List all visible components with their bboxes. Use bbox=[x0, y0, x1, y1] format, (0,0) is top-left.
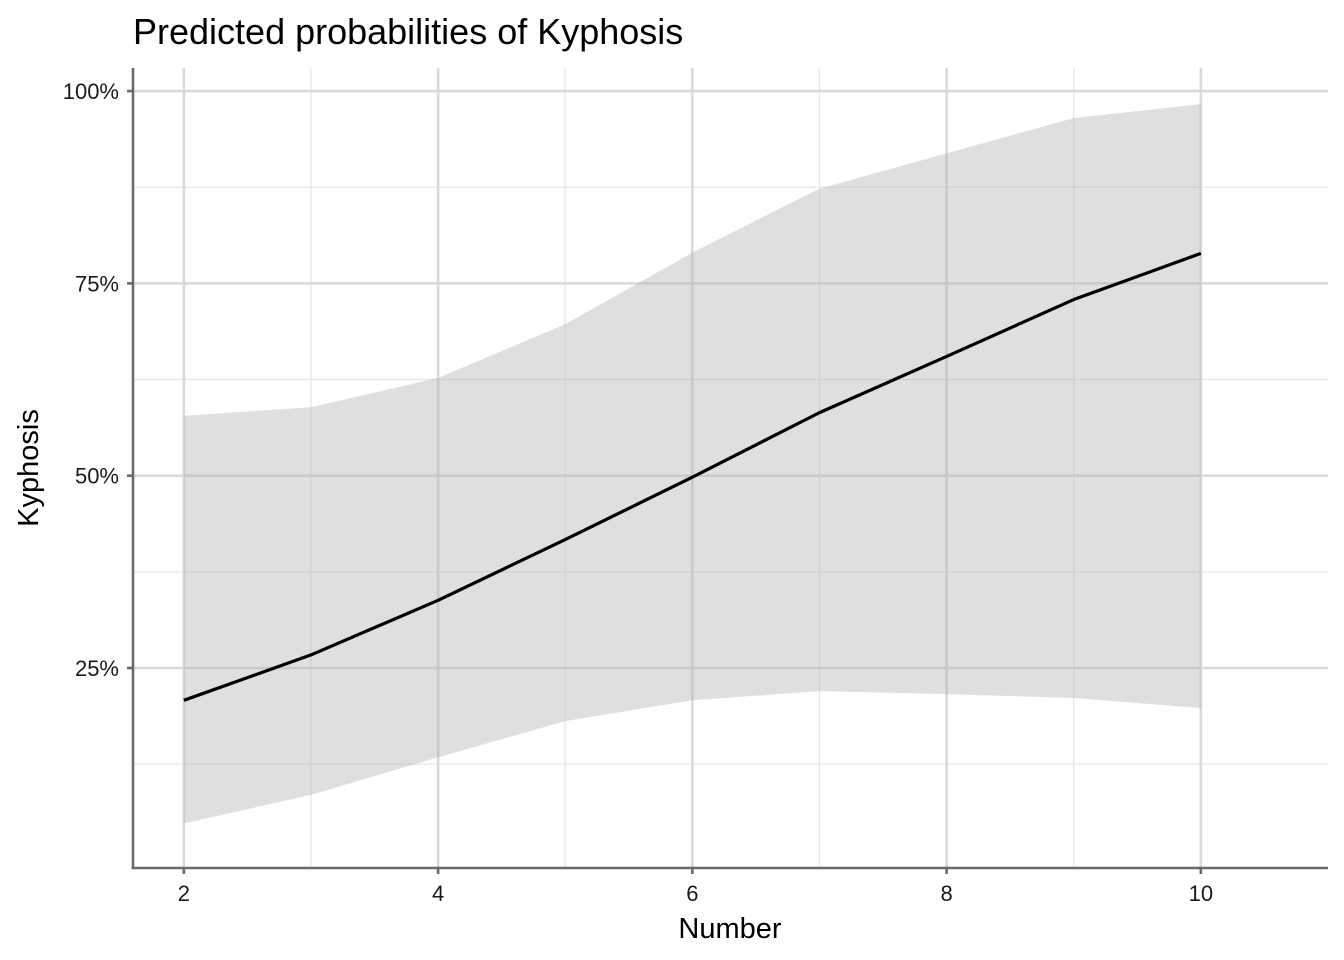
x-tick-label: 10 bbox=[1189, 881, 1213, 906]
y-tick-label: 50% bbox=[75, 464, 119, 489]
grid bbox=[133, 68, 1328, 868]
y-tick-label: 75% bbox=[75, 271, 119, 296]
predicted-probability-line bbox=[183, 251, 1202, 702]
tick-labels: 2 4 6 8 10 25% 50% 75% 100% bbox=[63, 79, 1213, 906]
prediction-line-layer bbox=[183, 251, 1202, 702]
y-tick-label: 25% bbox=[75, 656, 119, 681]
x-tick-label: 8 bbox=[940, 881, 952, 906]
chart-title: Predicted probabilities of Kyphosis bbox=[133, 11, 683, 52]
confidence-band bbox=[183, 104, 1201, 824]
y-tick-label: 100% bbox=[63, 79, 119, 104]
y-axis-title: Kyphosis bbox=[13, 409, 45, 527]
x-axis-title: Number bbox=[678, 913, 781, 945]
x-tick-label: 2 bbox=[178, 881, 190, 906]
axes bbox=[127, 68, 1328, 874]
confidence-band-layer bbox=[183, 104, 1201, 824]
x-tick-label: 6 bbox=[686, 881, 698, 906]
x-tick-label: 4 bbox=[432, 881, 444, 906]
